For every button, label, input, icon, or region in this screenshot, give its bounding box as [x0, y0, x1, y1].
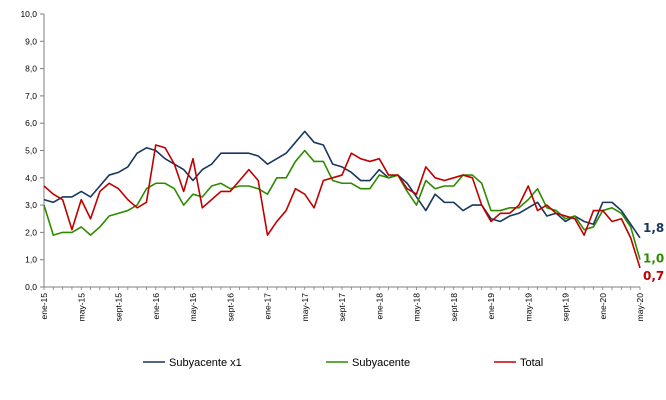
x-tick-label: sept-15 [114, 293, 124, 322]
y-tick-label: 6,0 [25, 118, 37, 128]
x-tick-label: may-16 [188, 293, 198, 322]
x-tick-label: ene-20 [598, 293, 608, 320]
axes [43, 14, 640, 288]
x-tick-label: may-15 [76, 293, 86, 322]
x-tick-label: may-17 [300, 293, 310, 322]
x-tick-label: may-20 [635, 293, 645, 322]
x-tick-label: ene-19 [486, 293, 496, 320]
y-tick-label: 10,0 [20, 9, 37, 19]
x-tick-label: sept-18 [449, 293, 459, 322]
series-end-labels: 1,8 1,0 0,7 [643, 221, 664, 283]
y-tick-label: 5,0 [25, 146, 37, 156]
y-tick-label: 8,0 [25, 64, 37, 74]
y-axis-ticks: 0,0 1,0 2,0 3,0 4,0 5,0 6,0 7,0 8,0 9,0 10,0 [20, 9, 44, 292]
series-lines [43, 130, 641, 269]
x-tick-label: may-19 [523, 293, 533, 322]
x-tick-label: may-18 [412, 293, 422, 322]
series-line-total [43, 144, 641, 269]
x-tick-label: sept-16 [225, 293, 235, 322]
y-tick-label: 7,0 [25, 91, 37, 101]
x-tick-label: ene-18 [374, 293, 384, 320]
y-tick-label: 4,0 [25, 173, 37, 183]
series-end-label: 1,8 [643, 221, 664, 235]
legend: Subyacente x1 Subyacente Total [143, 357, 543, 369]
y-tick-label: 3,0 [25, 200, 37, 210]
y-tick-label: 9,0 [25, 36, 37, 46]
legend-label: Subyacente x1 [169, 357, 242, 369]
x-axis-ticks: ene-15 may-15 sept-15 ene-16 may-16 sept-16 en… [39, 287, 645, 321]
x-tick-label: ene-17 [263, 293, 273, 320]
y-tick-label: 0,0 [25, 282, 37, 292]
series-line-subyacente [43, 149, 641, 260]
y-tick-label: 1,0 [25, 255, 37, 265]
y-tick-label: 2,0 [25, 227, 37, 237]
x-tick-label: sept-19 [561, 293, 571, 322]
x-tick-label: ene-15 [39, 293, 49, 320]
x-tick-label: ene-16 [151, 293, 161, 320]
series-end-label: 1,0 [643, 252, 664, 266]
legend-label: Total [520, 357, 543, 369]
legend-label: Subyacente [352, 357, 410, 369]
series-end-label: 0,7 [643, 269, 664, 283]
x-tick-label: sept-17 [337, 293, 347, 322]
series-line-subyacente-x1 [43, 130, 641, 239]
